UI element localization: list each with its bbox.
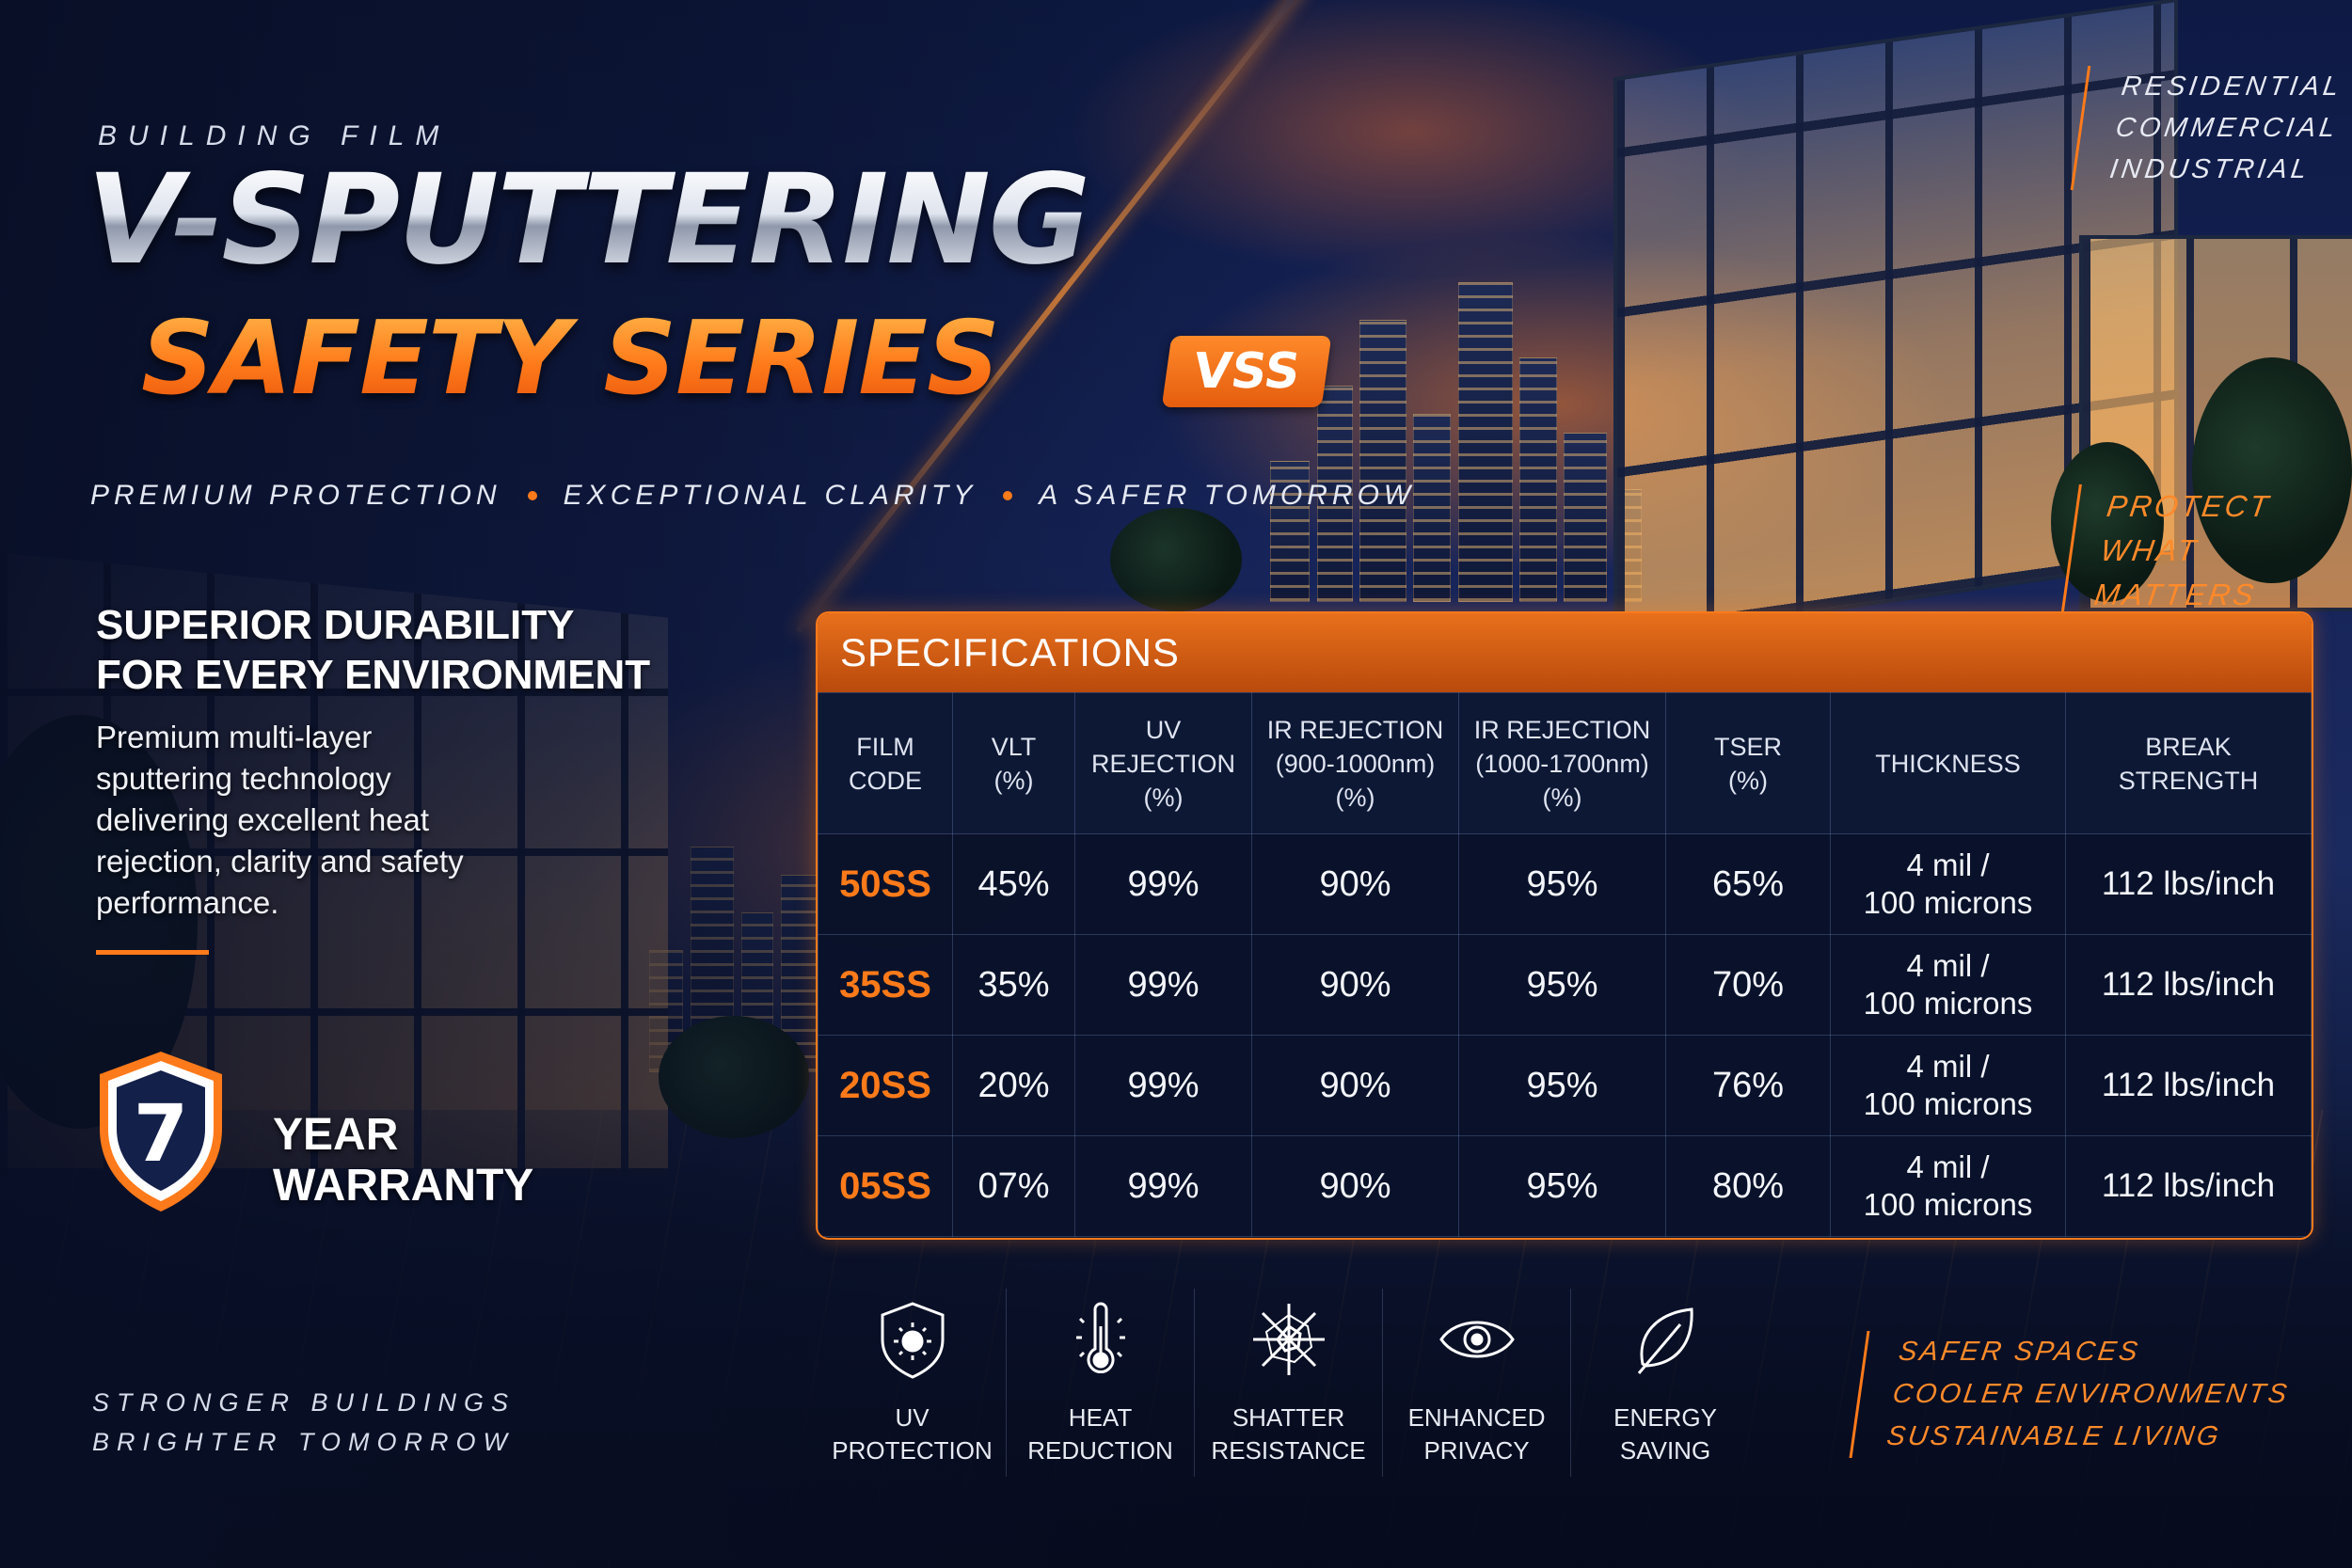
leaf-icon (1637, 1307, 1693, 1374)
eye-icon (1438, 1321, 1515, 1358)
thickness-cell: 4 mil /100 microns (1830, 833, 2066, 935)
specifications-panel: SPECIFICATIONS FILM CODE VLT (%) UV REJECTI… (816, 611, 2313, 1240)
table-row: 35SS 35% 99% 90% 95% 70% 4 mil /100 micr… (818, 934, 2312, 1036)
bullet-dot-icon (1003, 491, 1013, 500)
feature-label: ENHANCED PRIVACY (1407, 1403, 1546, 1465)
ir-rejection-900-cell: 90% (1251, 934, 1459, 1036)
shatter-icon (1252, 1304, 1325, 1375)
brand-slogan: STRONGER BUILDINGS BRIGHTER TOMORROW (92, 1383, 516, 1462)
feature-label: UV PROTECTION (832, 1403, 993, 1465)
feature-label: SHATTER RESISTANCE (1211, 1403, 1366, 1465)
ir-rejection-1000-cell: 95% (1458, 934, 1666, 1036)
film-code-cell: 20SS (818, 1035, 953, 1136)
table-row: 20SS 20% 99% 90% 95% 76% 4 mil /100 micr… (818, 1035, 2312, 1136)
sector-item: RESIDENTIAL (2119, 71, 2344, 102)
ir-rejection-900-cell: 90% (1251, 1135, 1459, 1237)
film-code-cell: 05SS (818, 1135, 953, 1237)
accent-divider (96, 950, 209, 955)
table-row: 50SS 45% 99% 90% 95% 65% 4 mil /100 micr… (818, 833, 2312, 935)
feature-list: UV PROTECTION HEAT REDUCTION SHATTER RESIST… (818, 1289, 1759, 1477)
durability-heading-line: SUPERIOR DURABILITY (96, 602, 575, 648)
feature-label: HEAT REDUCTION (1027, 1403, 1173, 1465)
ir-rejection-900-cell: 90% (1251, 1035, 1459, 1136)
uv-rejection-cell: 99% (1074, 1035, 1252, 1136)
bullet-dot-icon (527, 491, 537, 500)
slogan-line: STRONGER BUILDINGS (92, 1388, 516, 1417)
table-row: 05SS 07% 99% 90% 95% 80% 4 mil /100 micr… (818, 1135, 2312, 1237)
specifications-title: SPECIFICATIONS (818, 613, 2312, 692)
specifications-table: FILM CODE VLT (%) UV REJECTION (%) IR REJECT… (818, 692, 2312, 1237)
product-subtitle: SAFETY SERIES (141, 300, 1000, 418)
product-title: V-SPUTTERING (87, 148, 1090, 293)
film-code-cell: 35SS (818, 934, 953, 1036)
vlt-cell: 20% (952, 1035, 1075, 1136)
warranty-line: WARRANTY (273, 1161, 534, 1211)
thermometer-icon (1075, 1302, 1125, 1374)
column-header-vlt: VLT (%) (952, 692, 1075, 834)
tser-cell: 80% (1665, 1135, 1831, 1237)
ir-rejection-900-cell: 90% (1251, 833, 1459, 935)
sector-item: INDUSTRIAL (2107, 154, 2312, 184)
feature-label: ENERGY SAVING (1613, 1403, 1717, 1465)
benefits-list: SAFER SPACES COOLER ENVIRONMENTS SUSTAIN… (1849, 1331, 2298, 1458)
warranty-label: YEAR WARRANTY (273, 1110, 533, 1212)
feature-heat-reduction: HEAT REDUCTION (1007, 1289, 1196, 1477)
vlt-cell: 07% (952, 1135, 1075, 1237)
benefit-item: SAFER SPACES (1897, 1337, 2142, 1367)
thickness-cell: 4 mil /100 microns (1830, 934, 2066, 1036)
durability-heading: SUPERIOR DURABILITY FOR EVERY ENVIRONMEN… (96, 600, 660, 700)
break-strength-cell: 112 lbs/inch (2065, 833, 2312, 935)
uv-shield-icon (881, 1302, 944, 1379)
sector-item: COMMERCIAL (2113, 113, 2341, 143)
column-header-ir-rejection-1000: IR REJECTION (1000-1700nm) (%) (1458, 692, 1666, 834)
tser-cell: 76% (1665, 1035, 1831, 1136)
ir-rejection-1000-cell: 95% (1458, 1135, 1666, 1237)
film-code-cell: 50SS (818, 833, 953, 935)
thickness-cell: 4 mil /100 microns (1830, 1035, 2066, 1136)
warranty-shield-icon: 7 (100, 1052, 222, 1212)
protect-slogan: PROTECT WHAT MATTERS (2060, 484, 2352, 617)
column-header-break-strength: BREAK STRENGTH (2065, 692, 2312, 834)
feature-energy-saving: ENERGY SAVING (1571, 1289, 1759, 1477)
benefit-item: SUSTAINABLE LIVING (1884, 1421, 2223, 1451)
ir-rejection-1000-cell: 95% (1458, 1035, 1666, 1136)
vlt-cell: 45% (952, 833, 1075, 935)
column-header-uv-rejection: UV REJECTION (%) (1074, 692, 1252, 834)
tagline: EXCEPTIONAL CLARITY (563, 480, 977, 511)
tser-cell: 70% (1665, 934, 1831, 1036)
protect-line: PROTECT (2105, 489, 2274, 523)
thickness-cell: 4 mil /100 microns (1830, 1135, 2066, 1237)
eyebrow-label: BUILDING FILM (98, 120, 451, 151)
technology-description: Premium multi-layer sputtering technolog… (96, 720, 464, 920)
column-header-tser: TSER (%) (1665, 692, 1831, 834)
break-strength-cell: 112 lbs/inch (2065, 1135, 2312, 1237)
column-header-thickness: THICKNESS (1830, 692, 2066, 834)
feature-uv-protection: UV PROTECTION (818, 1289, 1008, 1477)
warranty-line: YEAR (273, 1110, 399, 1160)
vss-badge: VSS (1161, 336, 1332, 407)
break-strength-cell: 112 lbs/inch (2065, 934, 2312, 1036)
feature-enhanced-privacy: ENHANCED PRIVACY (1383, 1289, 1572, 1477)
tagline-row: PREMIUM PROTECTION EXCEPTIONAL CLARITY A… (90, 480, 1415, 512)
ir-rejection-1000-cell: 95% (1458, 833, 1666, 935)
slogan-line: BRIGHTER TOMORROW (92, 1428, 515, 1456)
tser-cell: 65% (1665, 833, 1831, 935)
sector-list: RESIDENTIAL COMMERCIAL INDUSTRIAL (2070, 66, 2347, 190)
uv-rejection-cell: 99% (1074, 1135, 1252, 1237)
tagline: A SAFER TOMORROW (1039, 480, 1416, 511)
benefit-item: COOLER ENVIRONMENTS (1890, 1379, 2292, 1409)
vlt-cell: 35% (952, 934, 1075, 1036)
uv-rejection-cell: 99% (1074, 934, 1252, 1036)
tagline: PREMIUM PROTECTION (90, 480, 501, 511)
column-header-ir-rejection-900: IR REJECTION (900-1000nm) (%) (1251, 692, 1459, 834)
protect-line: WHAT MATTERS (2091, 533, 2259, 611)
durability-heading-line: FOR EVERY ENVIRONMENT (96, 652, 651, 698)
column-header-film-code: FILM CODE (818, 692, 953, 834)
uv-rejection-cell: 99% (1074, 833, 1252, 935)
warranty-number: 7 (134, 1087, 188, 1180)
feature-shatter-resistance: SHATTER RESISTANCE (1195, 1289, 1384, 1477)
table-header-row: FILM CODE VLT (%) UV REJECTION (%) IR REJECT… (818, 692, 2312, 834)
break-strength-cell: 112 lbs/inch (2065, 1035, 2312, 1136)
